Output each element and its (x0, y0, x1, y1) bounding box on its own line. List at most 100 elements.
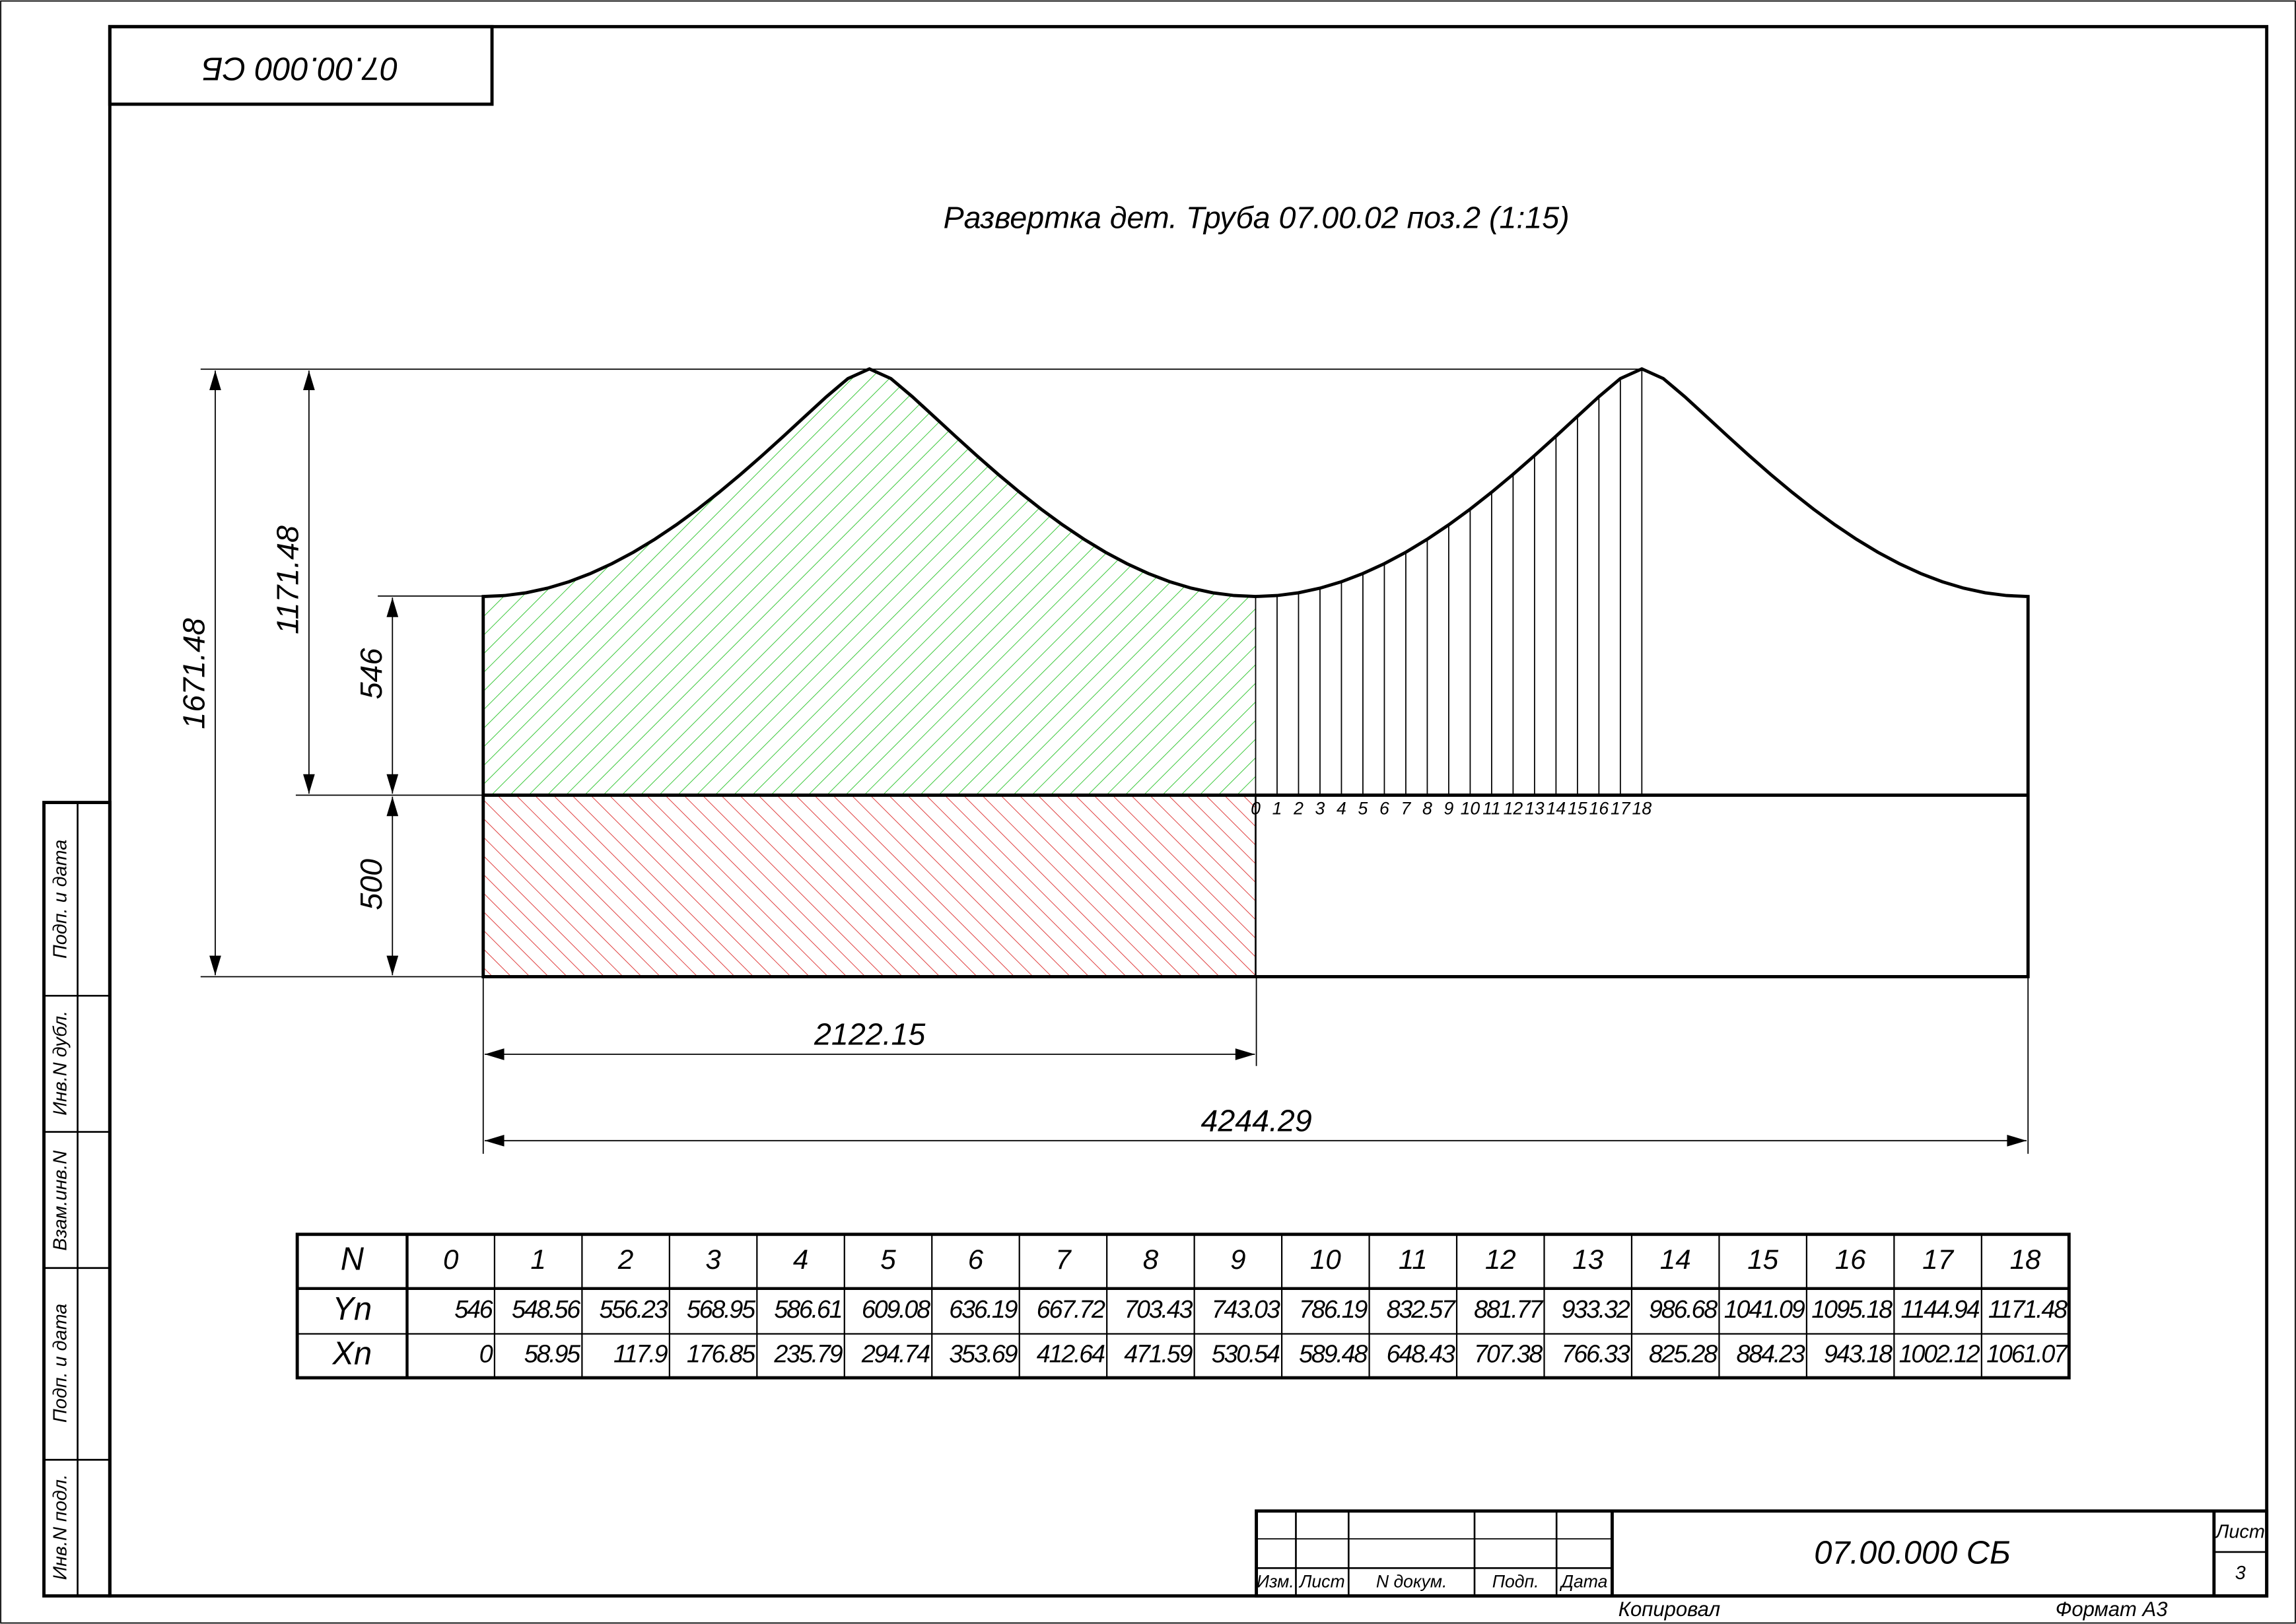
table-border (295, 1233, 2071, 1380)
format-label: Формат А3 (2056, 1598, 2168, 1621)
table-cell: 766.33 (1562, 1340, 1630, 1368)
table-cell: 11 (1399, 1244, 1428, 1275)
table-cell: 884.23 (1736, 1340, 1805, 1368)
table-cell: 12 (1485, 1244, 1516, 1275)
table-cell: 1171.48 (1988, 1295, 2068, 1323)
table-cell: 707.38 (1474, 1340, 1543, 1368)
table-cell: 17 (1922, 1244, 1954, 1275)
sheet-label: Лист (2215, 1522, 2265, 1543)
point-label: 8 (1422, 799, 1432, 819)
point-label: 14 (1547, 799, 1566, 819)
point-label: 2 (1293, 799, 1304, 819)
point-label: 15 (1568, 799, 1587, 819)
table-cell: 1041.09 (1724, 1295, 1805, 1323)
table-cell: 1002.12 (1899, 1340, 1980, 1368)
dimension-label: 500 (354, 859, 388, 910)
point-label: 13 (1525, 799, 1545, 819)
hatch-upper (483, 368, 1256, 795)
title-block (1255, 1509, 2269, 1598)
table-cell: 6 (968, 1244, 984, 1275)
table-cell: 0 (479, 1340, 493, 1368)
title-block-label: N докум. (1376, 1572, 1447, 1592)
point-label: 16 (1589, 799, 1609, 819)
table-cell: 14 (1660, 1244, 1691, 1275)
row-header: N (341, 1242, 365, 1277)
copied-label: Копировал (1618, 1598, 1720, 1621)
table-cell: 2 (617, 1244, 633, 1275)
table-cell: 7 (1055, 1244, 1072, 1275)
table-cell: 933.32 (1562, 1295, 1630, 1323)
point-label: 11 (1482, 799, 1501, 819)
table-cell: 986.68 (1649, 1295, 1718, 1323)
side-label: Подп. и дата (50, 1304, 71, 1423)
table-cell: 548.56 (512, 1295, 580, 1323)
point-label: 3 (1315, 799, 1325, 819)
table-cell: 18 (2010, 1244, 2041, 1275)
table-cell: 353.69 (949, 1340, 1018, 1368)
table-cell: 825.28 (1649, 1340, 1718, 1368)
table-cell: 16 (1835, 1244, 1866, 1275)
title-block-label: Лист (1298, 1572, 1344, 1592)
table-cell: 568.95 (687, 1295, 756, 1323)
table-cell: 471.59 (1124, 1340, 1193, 1368)
dimension-lines (200, 368, 2029, 1154)
point-label: 12 (1504, 799, 1523, 819)
table-cell: 586.61 (774, 1295, 841, 1323)
table-cell: 235.79 (773, 1340, 843, 1368)
table-cell: 10 (1310, 1244, 1341, 1275)
table-cell: 1061.07 (1986, 1340, 2069, 1368)
side-label: Инв.N дубл. (50, 1011, 71, 1116)
table-cell: 117.9 (613, 1340, 668, 1368)
table-cell: 1 (530, 1244, 545, 1275)
table-cell: 943.18 (1824, 1340, 1893, 1368)
sheet-number: 3 (2235, 1563, 2246, 1584)
table-cell: 0 (443, 1244, 459, 1275)
table-cell: 636.19 (949, 1295, 1018, 1323)
dimension-label: 546 (354, 648, 388, 700)
table-cell: 5 (880, 1244, 896, 1275)
title-block-label: Дата (1559, 1572, 1607, 1592)
side-label: Взам.инв.N (50, 1151, 71, 1251)
table-cell: 4 (793, 1244, 808, 1275)
title-block-label: Изм. (1257, 1572, 1294, 1592)
table-cell: 667.72 (1037, 1295, 1105, 1323)
point-label: 4 (1337, 799, 1346, 819)
table-cell: 1144.94 (1900, 1295, 1979, 1323)
point-label: 1 (1272, 799, 1282, 819)
table-cell: 881.77 (1474, 1295, 1544, 1323)
row-header: Yn (332, 1291, 372, 1327)
side-label: Подп. и дата (50, 840, 71, 959)
side-strip (42, 801, 112, 1598)
table-cell: 13 (1572, 1244, 1603, 1275)
table-cell: 3 (705, 1244, 721, 1275)
point-label: 10 (1461, 799, 1480, 819)
table-cell: 743.03 (1212, 1295, 1280, 1323)
dimension-label: 1171.48 (270, 525, 304, 634)
stamp-box (108, 24, 494, 106)
table-cell: 176.85 (687, 1340, 756, 1368)
contour (481, 367, 2030, 978)
point-label: 6 (1379, 799, 1389, 819)
table-cell: 58.95 (524, 1340, 581, 1368)
dimension-label: 1671.48 (176, 618, 211, 729)
title-block-label: Подп. (1492, 1572, 1539, 1592)
table-cell: 648.43 (1387, 1340, 1455, 1368)
table-cell: 589.48 (1299, 1340, 1368, 1368)
table-cell: 530.54 (1212, 1340, 1280, 1368)
point-label: 9 (1444, 799, 1454, 819)
hatch-lower (483, 795, 1256, 977)
table-cell: 703.43 (1124, 1295, 1193, 1323)
side-label: Инв.N подл. (50, 1474, 71, 1580)
table-cell: 609.08 (862, 1295, 930, 1323)
row-header: Xn (331, 1336, 372, 1372)
table-cell: 8 (1143, 1244, 1159, 1275)
table-cell: 546 (454, 1295, 493, 1323)
point-label: 17 (1611, 799, 1631, 819)
table-cell: 832.57 (1387, 1295, 1457, 1323)
title: Развертка дет. Труба 07.00.02 поз.2 (1:1… (944, 200, 1570, 234)
table-cell: 294.74 (861, 1340, 930, 1368)
dimension-label: 2122.15 (814, 1017, 925, 1052)
